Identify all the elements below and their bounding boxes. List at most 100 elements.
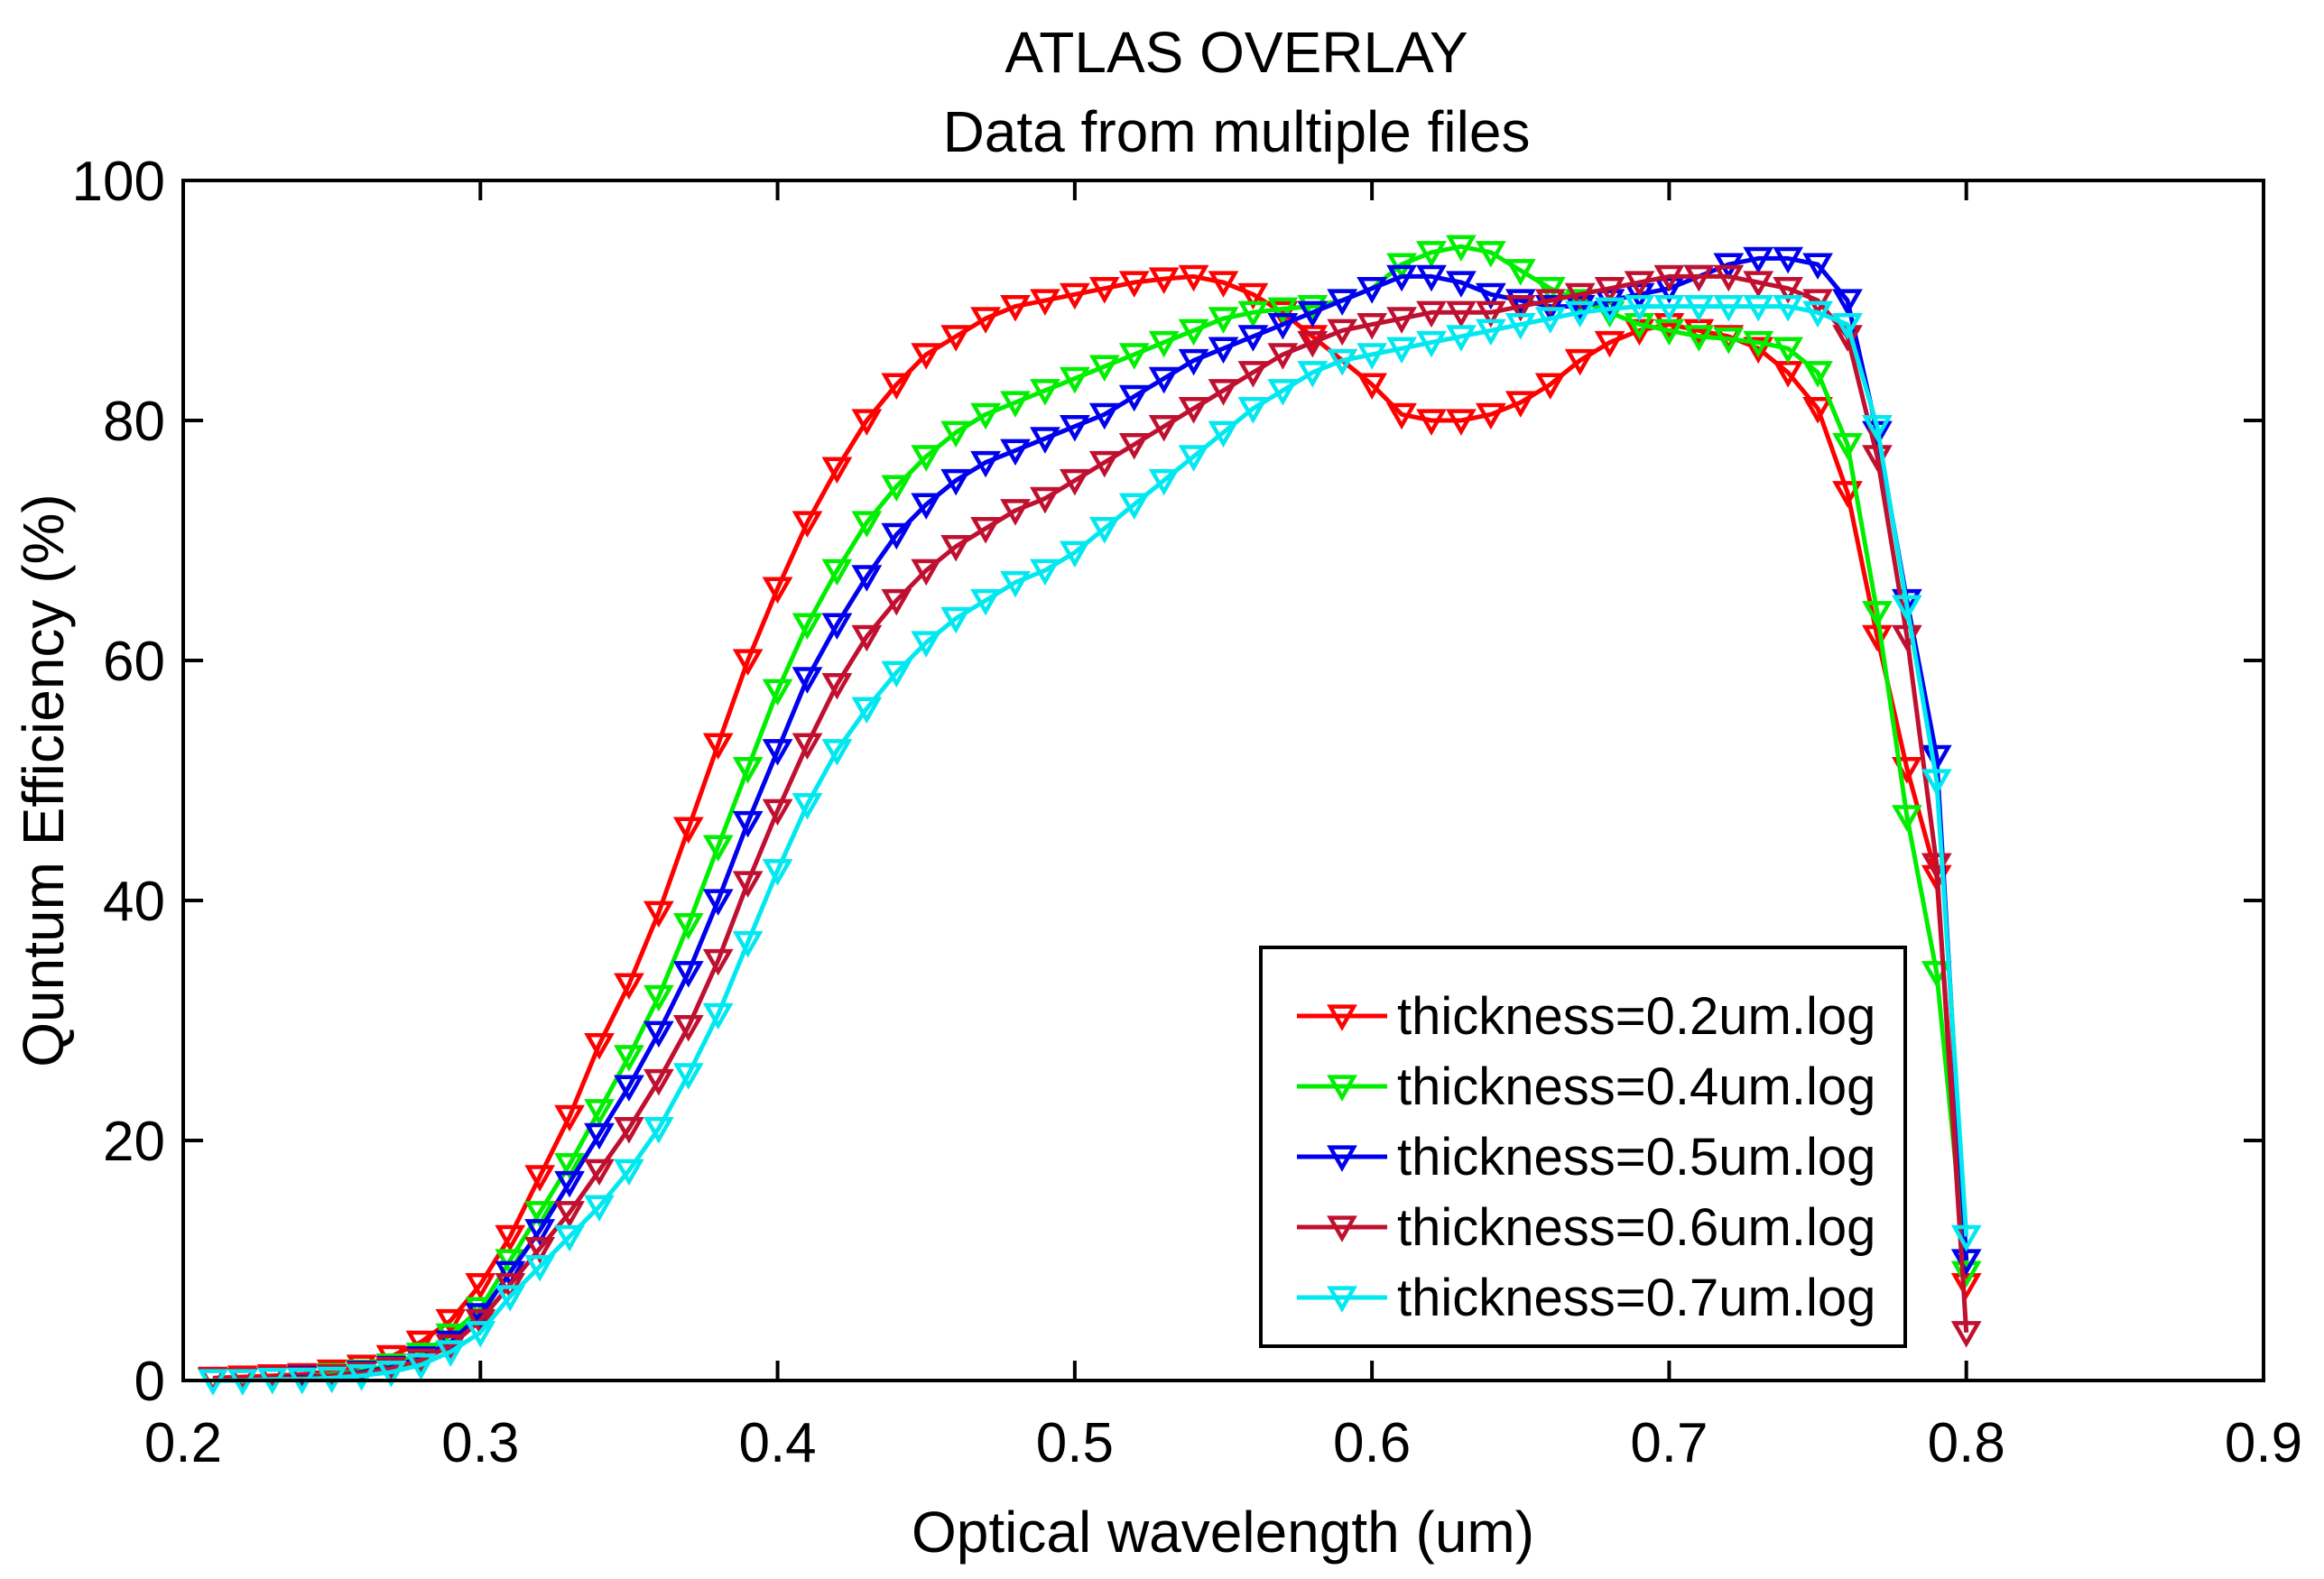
data-point — [1386, 264, 1417, 292]
data-point — [821, 457, 853, 485]
x-tick-label: 0.3 — [441, 1412, 519, 1474]
data-point — [1713, 327, 1745, 355]
data-point — [1773, 337, 1804, 365]
data-point — [1178, 397, 1209, 424]
data-point — [970, 517, 1001, 544]
x-tick-label: 0.8 — [1928, 1412, 2005, 1474]
data-point — [1683, 264, 1715, 292]
data-point — [524, 1237, 556, 1264]
data-point — [1267, 343, 1299, 370]
data-point — [1148, 267, 1180, 294]
data-point — [940, 325, 972, 352]
data-point — [1624, 271, 1655, 298]
data-point — [911, 631, 942, 658]
data-point — [1416, 241, 1447, 268]
data-point — [1832, 432, 1863, 460]
data-point — [1534, 289, 1566, 316]
data-point — [1208, 271, 1239, 298]
data-point — [1208, 337, 1239, 365]
legend-label: thickness=0.6um.log — [1397, 1198, 1875, 1257]
data-point — [405, 1353, 437, 1380]
legend-label: thickness=0.4um.log — [1397, 1057, 1875, 1116]
plot-lines — [198, 235, 1982, 1396]
data-point — [881, 475, 912, 503]
data-point — [1802, 361, 1833, 388]
data-point — [1118, 343, 1150, 370]
series-group — [198, 264, 1982, 1395]
data-point — [1297, 300, 1329, 328]
data-point — [584, 1195, 615, 1223]
data-point — [911, 493, 942, 520]
data-point — [1178, 348, 1209, 376]
data-point — [1030, 379, 1060, 406]
data-point — [1000, 391, 1031, 418]
data-point — [1475, 319, 1506, 346]
data-point — [1088, 402, 1120, 430]
data-point — [672, 1063, 704, 1090]
data-point — [672, 1015, 704, 1042]
data-point — [1475, 241, 1506, 268]
data-point — [940, 468, 972, 496]
data-point — [1891, 805, 1922, 832]
data-point — [702, 733, 734, 760]
chart-title: ATLAS OVERLAY — [1005, 20, 1468, 85]
data-point — [970, 307, 1001, 334]
data-point — [1950, 1321, 1982, 1348]
data-point — [1773, 295, 1804, 322]
data-point — [911, 343, 942, 370]
data-point — [1208, 307, 1239, 334]
data-point — [1030, 559, 1060, 586]
data-point — [1505, 259, 1536, 286]
legend-swatch-marker — [1327, 1004, 1357, 1031]
data-point — [524, 1201, 556, 1228]
data-point — [732, 649, 764, 676]
data-point — [1713, 295, 1745, 322]
data-point — [970, 588, 1001, 616]
data-point — [435, 1308, 467, 1336]
data-point — [1237, 282, 1269, 310]
data-point — [1475, 402, 1506, 430]
data-point — [1683, 325, 1715, 352]
data-point — [911, 445, 942, 472]
data-point — [1534, 373, 1566, 400]
data-point — [762, 799, 793, 826]
data-point — [762, 739, 793, 766]
data-point — [1059, 540, 1090, 568]
data-point — [1000, 295, 1031, 322]
data-point — [1446, 271, 1477, 298]
data-point — [702, 1002, 734, 1030]
data-point — [851, 409, 883, 436]
data-point — [732, 871, 764, 898]
data-point — [614, 1159, 644, 1187]
data-point — [792, 792, 823, 820]
data-point — [851, 624, 883, 652]
data-point — [1921, 769, 1952, 796]
data-point — [495, 1285, 526, 1312]
y-tick-label: 0 — [134, 1351, 165, 1413]
data-point — [1118, 384, 1150, 412]
data-point — [1832, 312, 1863, 340]
data-point — [1386, 402, 1417, 430]
data-point — [1237, 300, 1269, 328]
data-point — [643, 1117, 674, 1144]
data-point — [1208, 420, 1239, 448]
data-point — [554, 1170, 585, 1198]
x-tick-label: 0.9 — [2225, 1412, 2302, 1474]
data-point — [732, 810, 764, 838]
data-point — [1891, 595, 1922, 623]
x-tick-label: 0.2 — [144, 1412, 222, 1474]
data-point — [1832, 289, 1863, 316]
data-point — [1564, 348, 1596, 376]
data-point — [1356, 343, 1388, 370]
data-point — [702, 835, 734, 863]
data-point — [672, 961, 704, 988]
data-point — [1059, 366, 1090, 394]
data-point — [672, 817, 704, 845]
data-point — [1000, 499, 1031, 526]
data-point — [1505, 312, 1536, 340]
data-point — [1059, 468, 1090, 496]
data-point — [1237, 361, 1269, 388]
data-point — [1297, 361, 1329, 388]
x-tick-label: 0.5 — [1036, 1412, 1114, 1474]
